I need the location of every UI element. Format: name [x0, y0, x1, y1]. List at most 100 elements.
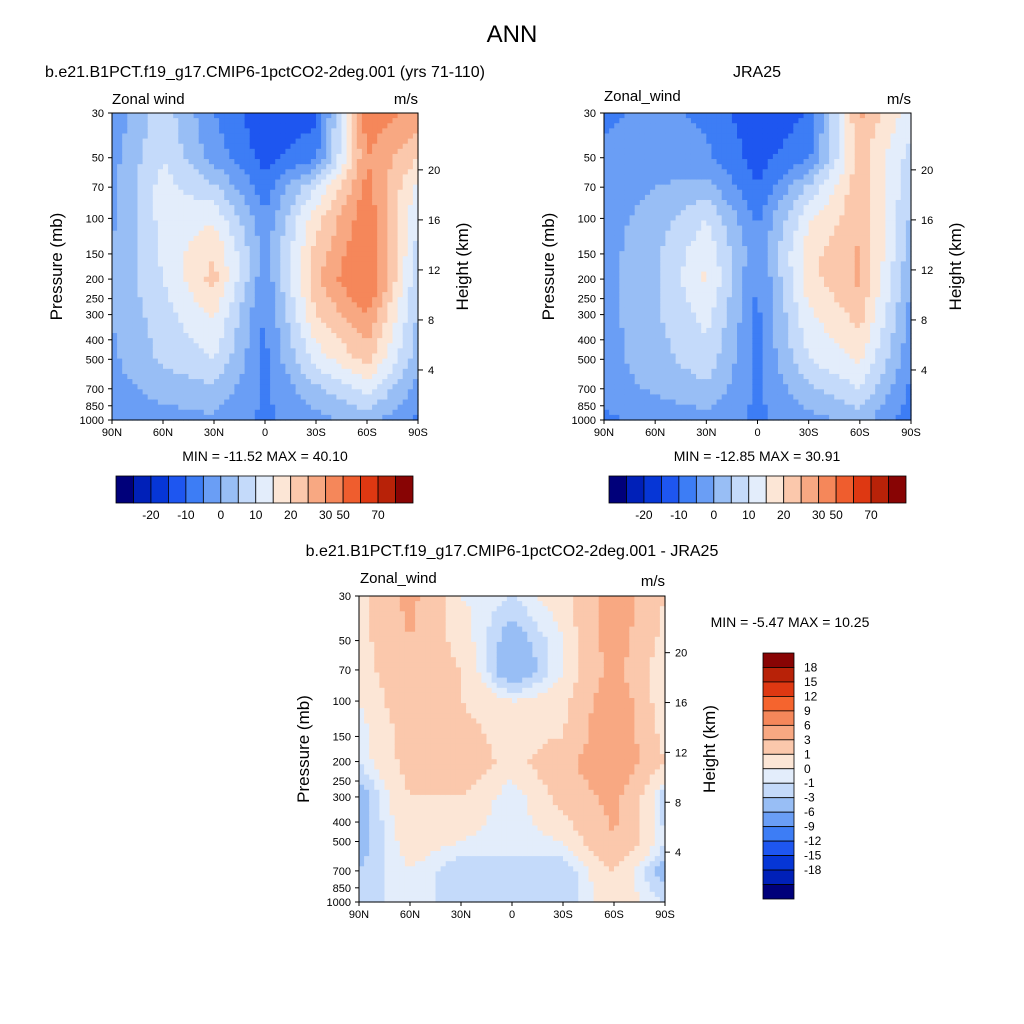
contour-cell	[356, 266, 363, 273]
contour-cell	[188, 230, 195, 237]
contour-cell	[270, 358, 276, 365]
contour-cell	[275, 235, 281, 242]
contour-cell	[377, 235, 383, 242]
contour-cell	[377, 317, 383, 324]
contour-cell	[208, 276, 215, 283]
contour-cell	[675, 276, 682, 283]
contour-cell	[675, 215, 682, 222]
contour-cell	[367, 138, 373, 145]
contour-cell	[127, 322, 133, 329]
contour-cell	[270, 379, 276, 385]
contour-cell	[259, 179, 266, 186]
contour-cell	[604, 123, 610, 129]
contour-cell	[614, 189, 620, 196]
contour-cell	[265, 159, 271, 165]
contour-cell	[331, 235, 337, 242]
contour-cell	[634, 164, 641, 170]
contour-cell	[310, 363, 317, 370]
contour-cell	[142, 409, 149, 416]
contour-cell	[229, 215, 235, 222]
contour-cell	[295, 327, 302, 334]
contour-cell	[229, 281, 235, 288]
contour-cell	[321, 230, 327, 237]
contour-cell	[234, 169, 241, 175]
contour-cell	[178, 184, 184, 191]
contour-cell	[665, 399, 672, 406]
contour-cell	[112, 414, 118, 421]
contour-cell	[346, 194, 353, 201]
contour-cell	[244, 348, 251, 355]
contour-cell	[244, 128, 251, 135]
contour-cell	[310, 133, 317, 140]
contour-cell	[397, 394, 404, 401]
contour-cell	[351, 230, 358, 237]
contour-cell	[407, 286, 414, 293]
contour-cell	[270, 266, 276, 273]
contour-cell	[711, 235, 718, 242]
contour-cell	[173, 317, 179, 324]
contour-cell	[203, 414, 210, 421]
contour-cell	[402, 159, 409, 165]
contour-cell	[609, 118, 615, 124]
contour-cell	[331, 246, 337, 252]
contour-cell	[295, 353, 302, 360]
contour-cell	[244, 194, 251, 201]
contour-cell	[178, 286, 184, 293]
contour-cell	[295, 261, 302, 268]
contour-cell	[112, 240, 118, 247]
contour-cell	[377, 343, 383, 349]
contour-cell	[604, 133, 610, 140]
contour-cell	[336, 286, 343, 293]
contour-cell	[696, 307, 702, 314]
contour-cell	[285, 271, 292, 278]
contour-cell	[188, 368, 195, 375]
contour-cell	[372, 389, 378, 396]
contour-cell	[219, 230, 225, 237]
contour-cell	[361, 327, 368, 334]
contour-cell	[249, 174, 256, 181]
contour-cell	[685, 210, 692, 216]
contour-cell	[690, 261, 697, 268]
latitude-tick-label: 90S	[408, 427, 428, 439]
contour-cell	[193, 368, 200, 375]
contour-cell	[295, 153, 302, 160]
contour-cell	[634, 220, 641, 227]
contour-cell	[402, 302, 409, 309]
contour-cell	[696, 292, 702, 298]
contour-cell	[619, 307, 626, 314]
contour-cell	[214, 230, 220, 237]
contour-cell	[295, 164, 302, 170]
contour-cell	[655, 302, 661, 309]
contour-cell	[675, 235, 682, 242]
contour-cell	[655, 261, 661, 268]
contour-cell	[619, 169, 626, 175]
colorbar-swatch	[255, 475, 274, 504]
contour-cell	[142, 215, 149, 222]
contour-cell	[690, 251, 697, 257]
contour-cell	[188, 138, 195, 145]
contour-cell	[183, 240, 190, 247]
contour-cell	[234, 205, 241, 211]
contour-cell	[639, 373, 646, 380]
contour-cell	[326, 297, 332, 303]
contour-cell	[336, 327, 343, 334]
contour-cell	[285, 348, 292, 355]
contour-cell	[402, 312, 409, 319]
contour-cell	[639, 133, 646, 140]
contour-cell	[142, 384, 149, 390]
contour-cell	[249, 368, 256, 375]
contour-cell	[127, 235, 133, 242]
contour-cell	[183, 184, 190, 191]
contour-cell	[675, 353, 682, 360]
contour-cell	[280, 368, 286, 375]
contour-cell	[290, 389, 297, 396]
contour-cell	[219, 363, 225, 370]
contour-cell	[680, 235, 687, 242]
contour-cell	[397, 297, 404, 303]
contour-cell	[137, 184, 144, 191]
contour-cell	[270, 271, 276, 278]
contour-cell	[112, 251, 118, 257]
contour-cell	[402, 327, 409, 334]
contour-cell	[351, 179, 358, 186]
contour-cell	[254, 215, 261, 222]
